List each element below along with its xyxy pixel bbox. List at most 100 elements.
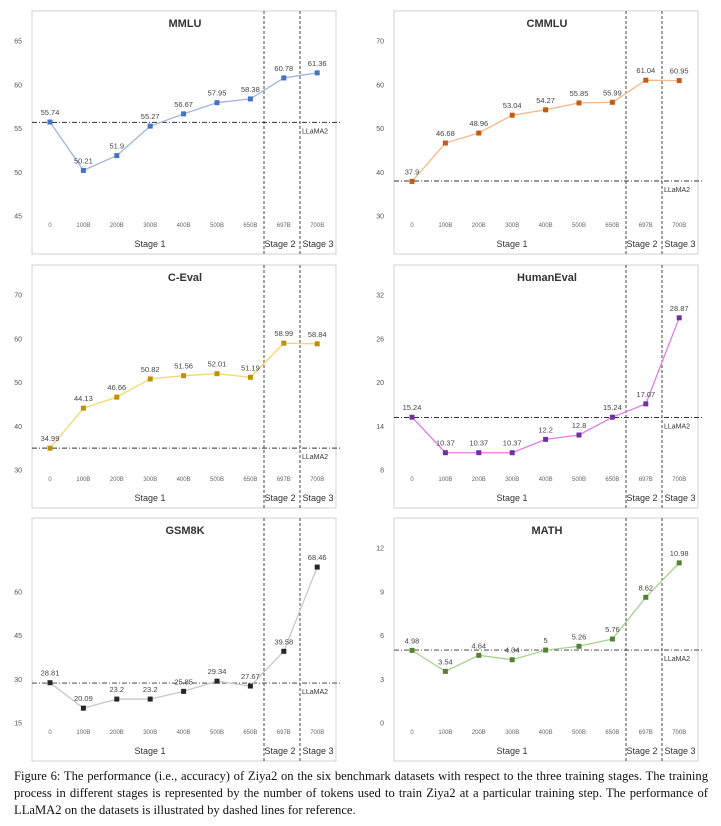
data-point — [314, 341, 320, 347]
data-point — [676, 315, 682, 321]
x-tick-label: 400B — [539, 730, 553, 736]
chart-mmlu: MMLU 45 50 55 60 65 LLaMA2 55.74 50.21 51.9 55.27 5… — [14, 10, 342, 255]
reference-label: LLaMA2 — [302, 454, 328, 461]
x-tick-label: 697B — [639, 730, 653, 736]
y-tick-label: 15 — [14, 721, 22, 728]
x-tick-label: 200B — [110, 477, 124, 483]
chart-math: MATH 0 3 6 9 12 LLaMA2 4.98 3.54 4.64 4.34 5 5.26 5.7… — [376, 517, 704, 762]
data-point — [442, 450, 448, 456]
x-tick-label: 700B — [672, 223, 686, 229]
data-label: 20.09 — [74, 694, 93, 703]
data-point — [576, 100, 582, 106]
stage-label: Stage 3 — [302, 746, 333, 756]
data-point — [114, 394, 120, 400]
data-label: 57.95 — [208, 89, 227, 98]
data-point — [543, 107, 549, 113]
chart-title: GSM8K — [165, 525, 204, 537]
y-tick-label: 6 — [380, 633, 384, 640]
stage-label: Stage 2 — [626, 493, 657, 503]
data-label: 4.98 — [405, 636, 420, 645]
data-label: 58.99 — [274, 329, 293, 338]
y-tick-label: 45 — [14, 214, 22, 221]
data-label: 55.99 — [603, 88, 622, 97]
stage-label: Stage 2 — [264, 493, 295, 503]
data-point — [314, 70, 320, 76]
y-tick-label: 40 — [14, 424, 22, 431]
data-label: 58.84 — [308, 330, 327, 339]
y-tick-label: 9 — [380, 589, 384, 596]
y-tick-label: 12 — [376, 546, 384, 553]
data-point — [643, 401, 649, 407]
data-label: 55.85 — [570, 89, 589, 98]
y-tick-label: 8 — [380, 468, 384, 475]
data-point — [47, 680, 53, 686]
x-tick-label: 100B — [76, 730, 90, 736]
chart-title: MMLU — [169, 18, 202, 30]
x-tick-label: 0 — [410, 730, 414, 736]
reference-label: LLaMA2 — [302, 128, 328, 135]
x-tick-label: 500B — [572, 477, 586, 483]
data-point — [247, 374, 253, 380]
y-tick-label: 60 — [14, 589, 22, 596]
data-point — [247, 96, 253, 102]
data-point — [676, 78, 682, 84]
stage-label: Stage 1 — [134, 746, 165, 756]
data-point — [281, 340, 287, 346]
x-tick-label: 0 — [410, 223, 414, 229]
data-label: 15.24 — [603, 403, 622, 412]
data-point — [214, 100, 220, 106]
data-point — [214, 371, 220, 377]
data-label: 3.54 — [438, 657, 453, 666]
chart-c-eval: C-Eval 30 40 50 60 70 LLaMA2 34.99 44.13 46.66 50.… — [14, 264, 342, 509]
reference-label: LLaMA2 — [664, 656, 690, 663]
x-tick-label: 300B — [143, 730, 157, 736]
y-tick-label: 26 — [376, 336, 384, 343]
data-label: 39.58 — [274, 637, 293, 646]
data-label: 58.38 — [241, 85, 260, 94]
x-tick-label: 700B — [672, 730, 686, 736]
x-tick-label: 100B — [438, 223, 452, 229]
chart-frame — [31, 264, 337, 509]
data-label: 46.66 — [107, 383, 126, 392]
data-label: 60.95 — [670, 67, 689, 76]
data-point — [476, 450, 482, 456]
y-tick-label: 60 — [376, 82, 384, 89]
data-point — [476, 130, 482, 136]
y-tick-label: 70 — [376, 39, 384, 46]
data-point — [281, 75, 287, 81]
stage-label: Stage 3 — [302, 493, 333, 503]
x-tick-label: 650B — [605, 730, 619, 736]
reference-label: LLaMA2 — [664, 424, 690, 431]
data-point — [442, 668, 448, 674]
x-tick-label: 200B — [110, 223, 124, 229]
data-point — [543, 436, 549, 442]
x-tick-label: 100B — [76, 477, 90, 483]
stage-label: Stage 2 — [626, 746, 657, 756]
data-label: 28.87 — [670, 304, 689, 313]
data-label: 50.82 — [141, 365, 160, 374]
y-tick-label: 14 — [376, 424, 384, 431]
chart-frame — [31, 517, 337, 762]
stage-label: Stage 1 — [496, 493, 527, 503]
data-point — [147, 123, 153, 129]
data-point — [442, 140, 448, 146]
data-label: 54.27 — [536, 96, 555, 105]
data-point — [247, 683, 253, 689]
y-tick-label: 50 — [14, 380, 22, 387]
chart-title: HumanEval — [517, 272, 577, 284]
x-tick-label: 700B — [672, 477, 686, 483]
data-point — [314, 564, 320, 570]
data-point — [181, 688, 187, 694]
x-tick-label: 700B — [310, 223, 324, 229]
data-point — [509, 112, 515, 118]
stage-label: Stage 2 — [626, 239, 657, 249]
reference-label: LLaMA2 — [664, 187, 690, 194]
data-point — [114, 696, 120, 702]
data-label: 15.24 — [403, 403, 422, 412]
data-point — [609, 636, 615, 642]
x-tick-label: 0 — [48, 223, 52, 229]
x-tick-label: 0 — [48, 477, 52, 483]
data-label: 17.07 — [636, 390, 655, 399]
data-point — [114, 153, 120, 159]
y-tick-label: 3 — [380, 677, 384, 684]
